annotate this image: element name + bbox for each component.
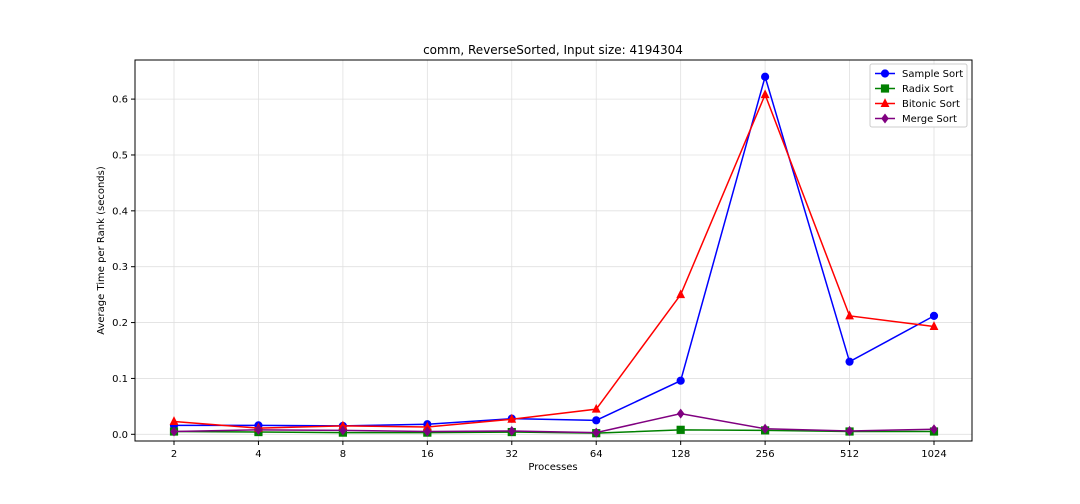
series-merge-sort	[170, 408, 938, 438]
legend-label-merge-sort: Merge Sort	[902, 114, 957, 125]
series-layer	[169, 72, 939, 438]
data-point-sample-sort	[592, 416, 601, 425]
x-tick-label: 64	[590, 449, 603, 460]
data-point-merge-sort	[423, 426, 432, 437]
y-tick-label: 0.5	[112, 150, 128, 161]
legend-label-bitonic-sort: Bitonic Sort	[902, 99, 960, 110]
data-point-bitonic-sort	[169, 416, 179, 425]
series-line-bitonic-sort	[173, 92, 935, 429]
x-tick-label: 4	[255, 449, 261, 460]
data-point-bitonic-sort	[845, 310, 854, 320]
plot-frame	[134, 59, 973, 442]
data-point-bitonic-sort	[760, 89, 770, 99]
legend-entry-sample-sort: Sample Sort	[875, 69, 963, 80]
series-line-sample-sort	[174, 74, 935, 427]
legend-marker-sample-sort	[880, 69, 890, 78]
data-point-sample-sort	[761, 72, 770, 81]
series-line-merge-sort	[173, 412, 935, 434]
data-point-bitonic-sort	[507, 413, 517, 423]
data-point-sample-sort	[845, 357, 854, 366]
x-tick-label: 16	[421, 449, 434, 460]
legend: Sample Sort Radix Sort Bitonic Sort Merge S…	[869, 63, 968, 128]
data-point-bitonic-sort	[676, 289, 686, 299]
series-bitonic-sort	[169, 89, 939, 432]
legend-marker-radix-sort	[880, 84, 890, 93]
legend-marker-merge-sort	[881, 113, 889, 124]
x-axis-label: Processes	[528, 462, 577, 473]
y-tick-label: 0.2	[112, 318, 128, 329]
data-point-merge-sort	[170, 426, 178, 437]
data-point-merge-sort	[254, 424, 263, 435]
data-point-bitonic-sort	[591, 403, 601, 413]
y-tick-label: 0.3	[112, 262, 128, 273]
x-tick-label: 128	[671, 449, 690, 460]
legend-box	[869, 63, 968, 128]
chart-title: comm, ReverseSorted, Input size: 4194304	[423, 43, 683, 57]
data-point-radix-sort	[676, 425, 685, 434]
data-point-merge-sort	[845, 425, 854, 436]
legend-entry-radix-sort: Radix Sort	[875, 84, 954, 95]
x-tick-label: 2	[171, 449, 177, 460]
data-point-merge-sort	[676, 408, 685, 419]
data-point-sample-sort	[929, 311, 939, 320]
y-axis-label: Average Time per Rank (seconds)	[96, 166, 107, 335]
y-tick-label: 0.1	[112, 374, 128, 385]
x-tick-label: 256	[756, 449, 775, 460]
data-point-bitonic-sort	[929, 321, 939, 330]
data-point-merge-sort	[339, 425, 347, 436]
y-tick-label: 0.4	[112, 206, 128, 217]
y-tick-label: 0.6	[112, 95, 128, 106]
x-tick-label: 512	[840, 449, 859, 460]
legend-entry-merge-sort: Merge Sort	[875, 113, 957, 125]
data-point-merge-sort	[592, 427, 600, 438]
grid-lines	[135, 60, 972, 441]
axes: 2 4 8 16 32 64 128 256 512 1024 0.0 0.1 0.2 0.3 0.4 0.5…	[112, 95, 947, 460]
data-point-merge-sort	[761, 423, 769, 434]
legend-entry-bitonic-sort: Bitonic Sort	[875, 98, 960, 110]
x-tick-label: 8	[340, 449, 346, 460]
data-point-merge-sort	[930, 424, 938, 435]
series-sample-sort	[169, 72, 939, 431]
data-point-sample-sort	[676, 376, 685, 385]
x-tick-label: 32	[505, 449, 518, 460]
data-point-merge-sort	[508, 425, 516, 436]
series-line-radix-sort	[173, 429, 934, 434]
legend-label-radix-sort: Radix Sort	[902, 84, 954, 95]
legend-label-sample-sort: Sample Sort	[902, 69, 963, 80]
y-tick-label: 0.0	[112, 430, 128, 441]
x-tick-label: 1024	[921, 449, 946, 460]
legend-marker-bitonic-sort	[880, 98, 890, 107]
